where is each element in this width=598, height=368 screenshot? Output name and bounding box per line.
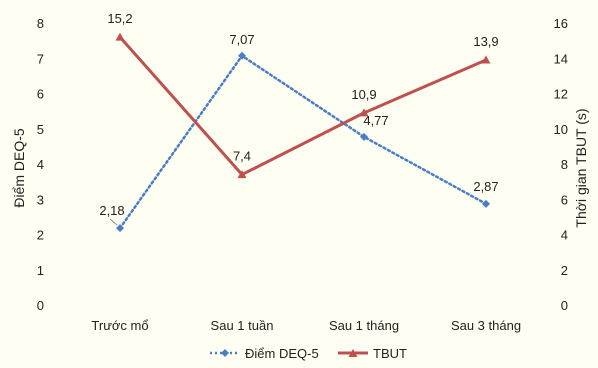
y2-tick-label: 10 <box>554 122 568 137</box>
deq5-data-label: 4,77 <box>363 113 388 128</box>
y-tick-label: 7 <box>37 51 44 66</box>
series-line-deq5 <box>118 54 488 230</box>
y-tick-label: 2 <box>37 228 44 243</box>
y2-tick-label: 8 <box>561 157 568 172</box>
series-markers <box>115 32 491 233</box>
legend-label-deq5: Điểm DEQ-5 <box>245 346 319 361</box>
y2-tick-label: 4 <box>561 228 568 243</box>
legend-marker-deq5 <box>221 349 229 357</box>
y2-tick-label: 16 <box>554 16 568 31</box>
legend-label-tbut: TBUT <box>373 346 407 361</box>
y2-tick-label: 0 <box>561 298 568 313</box>
deq5-point-marker <box>238 51 246 60</box>
tbut-point-marker <box>115 32 125 41</box>
deq5-point-marker <box>116 224 124 233</box>
deq5-data-label: 7,07 <box>229 32 254 47</box>
y-tick-label: 0 <box>37 298 44 313</box>
deq5-data-label: 2,87 <box>473 179 498 194</box>
tbut-point-marker <box>237 170 247 179</box>
tbut-data-label: 7,4 <box>233 149 251 164</box>
y2-axis-title-group: Thời gian TBUT (s) <box>573 108 589 227</box>
data-labels: 2,18 7,07 4,77 2,87 15,2 7,4 10,9 13,9 <box>99 11 499 226</box>
y-tick-label: 3 <box>37 192 44 207</box>
y-tick-label: 8 <box>37 16 44 31</box>
deq5-data-label: 2,18 <box>99 203 124 218</box>
tbut-data-label: 10,9 <box>351 87 376 102</box>
series-line-tbut <box>118 36 487 177</box>
y2-axis-ticks: 0 2 4 6 8 10 12 14 16 <box>554 16 568 313</box>
x-tick-label: Sau 1 tháng <box>329 318 399 333</box>
y-axis-ticks: 0 1 2 3 4 5 6 7 8 <box>37 16 44 313</box>
legend-marker-tbut <box>348 349 358 357</box>
y-tick-label: 4 <box>37 157 44 172</box>
tbut-point-marker <box>481 55 491 64</box>
y2-axis-title: Thời gian TBUT (s) <box>573 108 589 227</box>
series-lines <box>118 36 488 230</box>
y2-tick-label: 12 <box>554 87 568 102</box>
y-axis-title: Điểm DEQ-5 <box>11 128 27 208</box>
y2-tick-label: 2 <box>561 263 568 278</box>
y2-tick-label: 14 <box>554 51 568 66</box>
deq5-point-marker <box>360 132 368 141</box>
legend: Điểm DEQ-5 TBUT <box>210 346 407 361</box>
x-tick-label: Sau 3 tháng <box>451 318 521 333</box>
deq5-point-marker <box>482 199 490 208</box>
x-tick-label: Trước mổ <box>91 318 148 333</box>
y2-tick-label: 6 <box>561 192 568 207</box>
tbut-point-marker <box>359 108 369 117</box>
y-axis-title-group: Điểm DEQ-5 <box>11 128 27 208</box>
deq5-label-leader <box>109 218 118 226</box>
y-tick-label: 1 <box>37 263 44 278</box>
tbut-data-label: 13,9 <box>473 34 498 49</box>
x-tick-label: Sau 1 tuần <box>211 318 274 333</box>
y-tick-label: 6 <box>37 87 44 102</box>
y-tick-label: 5 <box>37 122 44 137</box>
tbut-data-label: 15,2 <box>107 11 132 26</box>
x-axis-ticks: Trước mổ Sau 1 tuần Sau 1 tháng Sau 3 tháng <box>91 318 521 333</box>
